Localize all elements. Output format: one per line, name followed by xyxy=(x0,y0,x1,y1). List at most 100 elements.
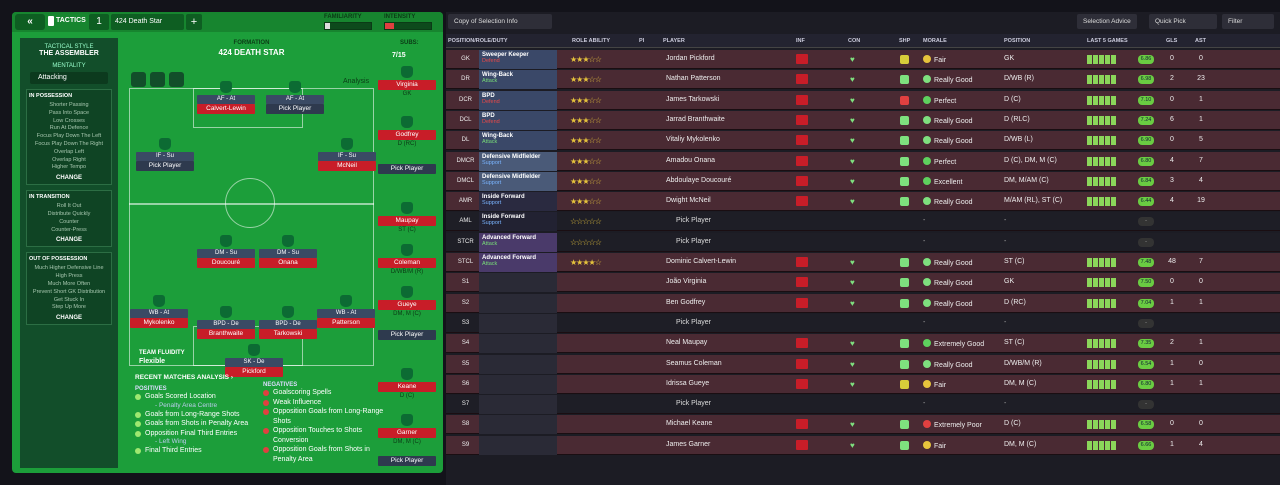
player-name[interactable]: Jarrad Branthwaite xyxy=(666,115,725,123)
tactic-slot-button[interactable]: 1 xyxy=(89,14,109,30)
role-duty-cell[interactable]: Inside Forward Support xyxy=(479,212,557,232)
pitch-player-slot[interactable]: BPD - De Branthwaite xyxy=(197,306,255,339)
role-duty-cell[interactable]: BPD Defend xyxy=(479,90,557,110)
player-name[interactable]: Neal Maupay xyxy=(666,339,708,347)
pitch-player-slot[interactable]: IF - Su McNeil xyxy=(318,138,376,171)
player-role[interactable]: BPD - De xyxy=(197,320,255,329)
table-row[interactable]: S7 Pick Player - - - xyxy=(446,395,1280,415)
quick-pick-button[interactable]: Quick Pick xyxy=(1149,14,1217,29)
table-row[interactable]: S1 João Virginia ♥ Really Good GK 7.50 0 0 xyxy=(446,273,1280,293)
player-role[interactable]: SK - De xyxy=(225,358,283,367)
table-row[interactable]: AMR Inside Forward Support ★★★☆☆ Dwight McNe… xyxy=(446,192,1280,212)
col-position[interactable]: POSITION xyxy=(1004,38,1031,44)
sub-name[interactable]: Keane xyxy=(378,382,436,392)
substitute-slot[interactable]: Gueye DM, M (C) xyxy=(378,286,436,317)
sub-name[interactable]: Coleman xyxy=(378,258,436,268)
pitch-player-slot[interactable]: DM - Su Doucouré xyxy=(197,235,255,268)
sub-name[interactable]: Gueye xyxy=(378,300,436,310)
table-row[interactable]: STCR Advanced Forward Attack ☆☆☆☆☆ Pick Play… xyxy=(446,232,1280,252)
player-role[interactable]: IF - Su xyxy=(136,152,194,161)
filter-button[interactable]: Filter xyxy=(1222,14,1274,29)
sub-name[interactable]: Pick Player xyxy=(378,330,436,340)
substitute-slot[interactable]: Virginia GK xyxy=(378,66,436,97)
role-duty-cell[interactable]: BPD Defend xyxy=(479,110,557,130)
table-row[interactable]: DMCR Defensive Midfielder Support ★★★☆☆ Amad… xyxy=(446,151,1280,171)
player-name[interactable]: Seamus Coleman xyxy=(666,359,722,367)
player-name[interactable]: Onana xyxy=(259,258,317,268)
table-row[interactable]: GK Sweeper Keeper Defend ★★★☆☆ Jordan Pickfo… xyxy=(446,50,1280,69)
player-name[interactable]: Abdoulaye Doucouré xyxy=(666,176,732,184)
in-transition-change-button[interactable]: CHANGE xyxy=(55,237,82,244)
sub-name[interactable]: Virginia xyxy=(378,80,436,90)
col-ast[interactable]: AST xyxy=(1195,38,1206,44)
pitch-player-slot[interactable]: SK - De Pickford xyxy=(225,344,283,377)
table-row[interactable]: DR Wing-Back Attack ★★★☆☆ Nathan Patterson ♥ R… xyxy=(446,70,1280,90)
role-duty-cell[interactable]: Wing-Back Attack xyxy=(479,70,557,90)
pitch-player-slot[interactable]: BPD - De Tarkowski xyxy=(259,306,317,339)
table-row[interactable]: DCL BPD Defend ★★★☆☆ Jarrad Branthwaite ♥ Real… xyxy=(446,110,1280,130)
analysis-title[interactable]: RECENT MATCHES ANALYSIS › xyxy=(135,374,233,381)
pick-player-select[interactable]: Pick Player xyxy=(676,237,712,245)
player-name[interactable]: Ben Godfrey xyxy=(666,298,706,306)
player-name[interactable]: Michael Keane xyxy=(666,420,713,428)
stats-icon[interactable] xyxy=(150,72,165,87)
role-duty-cell[interactable]: Advanced Forward Attack xyxy=(479,253,557,272)
pitch-player-slot[interactable]: AF - At Calvert-Lewin xyxy=(197,81,255,114)
sub-name[interactable]: Pick Player xyxy=(378,456,436,466)
player-role[interactable]: AF - At xyxy=(266,95,324,104)
table-row[interactable]: S2 Ben Godfrey ♥ Really Good D (RC) 7.04 1 1 xyxy=(446,293,1280,313)
substitute-slot[interactable]: Coleman D/WB/M (R) xyxy=(378,244,436,275)
player-role[interactable]: BPD - De xyxy=(259,320,317,329)
player-name[interactable]: João Virginia xyxy=(666,278,707,286)
player-name[interactable]: Amadou Onana xyxy=(666,156,716,164)
pitch-player-slot[interactable]: IF - Su Pick Player xyxy=(136,138,194,171)
sub-name[interactable]: Pick Player xyxy=(378,164,436,174)
player-name[interactable]: Pickford xyxy=(225,367,283,377)
player-role[interactable]: WB - At xyxy=(317,309,375,318)
player-name[interactable]: McNeil xyxy=(318,161,376,171)
sub-name[interactable]: Garner xyxy=(378,428,436,438)
player-role[interactable]: DM - Su xyxy=(259,249,317,258)
col-player[interactable]: PLAYER xyxy=(663,38,685,44)
table-row[interactable]: DCR BPD Defend ★★★☆☆ James Tarkowski ♥ Perfect… xyxy=(446,90,1280,110)
player-role[interactable]: DM - Su xyxy=(197,249,255,258)
pick-player-select[interactable]: Pick Player xyxy=(676,217,712,225)
player-name[interactable]: Mykolenko xyxy=(130,318,188,328)
selection-advice-button[interactable]: Selection Advice xyxy=(1077,14,1137,29)
player-name[interactable]: James Tarkowski xyxy=(666,95,720,103)
pitch-player-slot[interactable]: AF - At Pick Player xyxy=(266,81,324,114)
col-inf[interactable]: INF xyxy=(796,38,805,44)
substitute-slot[interactable]: Godfrey D (RC) xyxy=(378,116,436,147)
role-duty-cell[interactable]: Defensive Midfielder Support xyxy=(479,171,557,191)
table-row[interactable]: DMCL Defensive Midfielder Support ★★★☆☆ Abdo… xyxy=(446,171,1280,191)
player-name[interactable]: Idrissa Gueye xyxy=(666,379,710,387)
info-icon[interactable] xyxy=(131,72,146,87)
tactic-select[interactable]: 424 Death Star xyxy=(111,14,184,30)
player-name[interactable]: Nathan Patterson xyxy=(666,75,721,83)
tactical-style-value[interactable]: THE ASSEMBLER xyxy=(39,50,99,57)
table-row[interactable]: AML Inside Forward Support ☆☆☆☆☆ Pick Player… xyxy=(446,212,1280,232)
col-con[interactable]: CON xyxy=(848,38,861,44)
role-duty-cell[interactable]: Sweeper Keeper Defend xyxy=(479,50,557,69)
substitute-slot[interactable]: Pick Player xyxy=(378,164,436,174)
player-name[interactable]: Tarkowski xyxy=(259,329,317,339)
role-duty-cell[interactable]: Wing-Back Attack xyxy=(479,131,557,151)
formation-name[interactable]: 424 DEATH STAR xyxy=(218,48,285,57)
player-name[interactable]: Doucouré xyxy=(197,258,255,268)
col-role-ability[interactable]: ROLE ABILITY xyxy=(572,38,610,44)
intensity-bar[interactable] xyxy=(384,22,432,30)
table-row[interactable]: S6 Idrissa Gueye ♥ Fair DM, M (C) 6.80 1 1 xyxy=(446,374,1280,394)
player-name[interactable]: Dwight McNeil xyxy=(666,197,711,205)
substitute-slot[interactable]: Garner DM, M (C) xyxy=(378,414,436,445)
mentality-dropdown[interactable]: Attacking xyxy=(30,72,108,84)
player-role[interactable]: AF - At xyxy=(197,95,255,104)
col-gls[interactable]: GLS xyxy=(1166,38,1178,44)
col-morale[interactable]: MORALE xyxy=(923,38,947,44)
player-name[interactable]: Pick Player xyxy=(136,161,194,171)
substitute-slot[interactable]: Pick Player xyxy=(378,456,436,466)
player-name[interactable]: Dominic Calvert-Lewin xyxy=(666,258,737,265)
sub-name[interactable]: Godfrey xyxy=(378,130,436,140)
table-row[interactable]: S3 Pick Player - - - xyxy=(446,313,1280,333)
col-shp[interactable]: SHP xyxy=(899,38,911,44)
table-row[interactable]: S4 Neal Maupay ♥ Extremely Good ST (C) 7.35 2 1 xyxy=(446,334,1280,354)
